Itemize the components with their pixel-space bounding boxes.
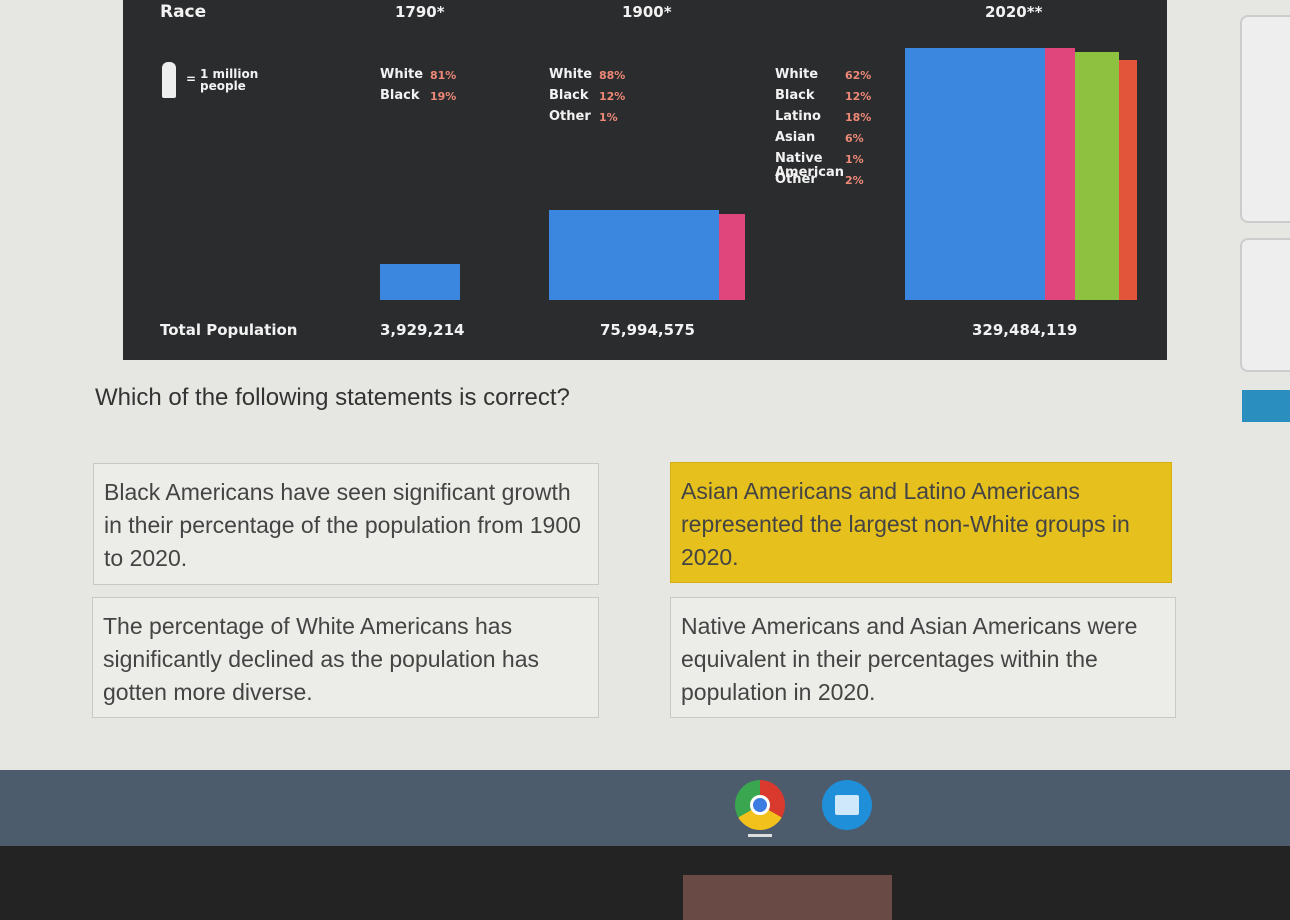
total-value: 75,994,575 [600,321,695,339]
files-icon[interactable] [822,780,872,830]
legend-share: 18% [845,111,872,124]
legend-group: White [380,67,424,82]
year-label: 1790* [395,3,445,21]
legend-group: Black [380,88,420,103]
pictogram [1119,60,1137,300]
legend-group: Other [549,109,591,124]
legend-share: 19% [430,90,457,103]
side-card[interactable] [1240,15,1290,223]
legend-share: 12% [845,90,872,103]
legend-share: 6% [845,132,864,145]
key-label: 1 million people [200,67,259,93]
desk-object [683,875,892,920]
legend-group: White [775,67,819,82]
pictogram [905,48,1045,300]
chrome-icon[interactable] [735,780,785,830]
pictogram [380,264,460,300]
year-label: 1900* [622,3,672,21]
answer-option[interactable]: Asian Americans and Latino Americans rep… [670,462,1172,583]
key-icon [162,62,176,98]
legend-share: 81% [430,69,457,82]
pictogram [1075,52,1119,300]
side-button[interactable] [1242,390,1290,422]
legend-share: 88% [599,69,626,82]
answer-option[interactable]: Native Americans and Asian Americans wer… [670,597,1176,718]
pictogram [1045,48,1075,300]
legend-group: Black [549,88,589,103]
row-label: Race [160,2,207,22]
pictogram [719,214,745,300]
bezel [0,846,1290,920]
question: Which of the following statements is cor… [95,384,570,411]
legend-share: 2% [845,174,864,187]
legend-group: Other [775,172,817,187]
side-card[interactable] [1240,238,1290,372]
answer-option[interactable]: Black Americans have seen significant gr… [93,463,599,585]
pictogram [549,210,719,300]
year-label: 2020** [985,3,1043,21]
legend-share: 1% [599,111,618,124]
answer-option[interactable]: The percentage of White Americans has si… [92,597,599,718]
total-value: 329,484,119 [972,321,1078,339]
legend-share: 62% [845,69,872,82]
taskbar [0,770,1290,846]
legend-group: Black [775,88,815,103]
legend-group: Native American [775,151,845,180]
active-indicator [748,834,772,837]
legend-share: 1% [845,153,864,166]
legend-group: Latino [775,109,821,124]
total-label: Total Population [160,321,298,339]
legend-group: Asian [775,130,816,145]
key-symbol: = [186,72,197,86]
legend-group: White [549,67,593,82]
total-value: 3,929,214 [380,321,465,339]
legend-share: 12% [599,90,626,103]
